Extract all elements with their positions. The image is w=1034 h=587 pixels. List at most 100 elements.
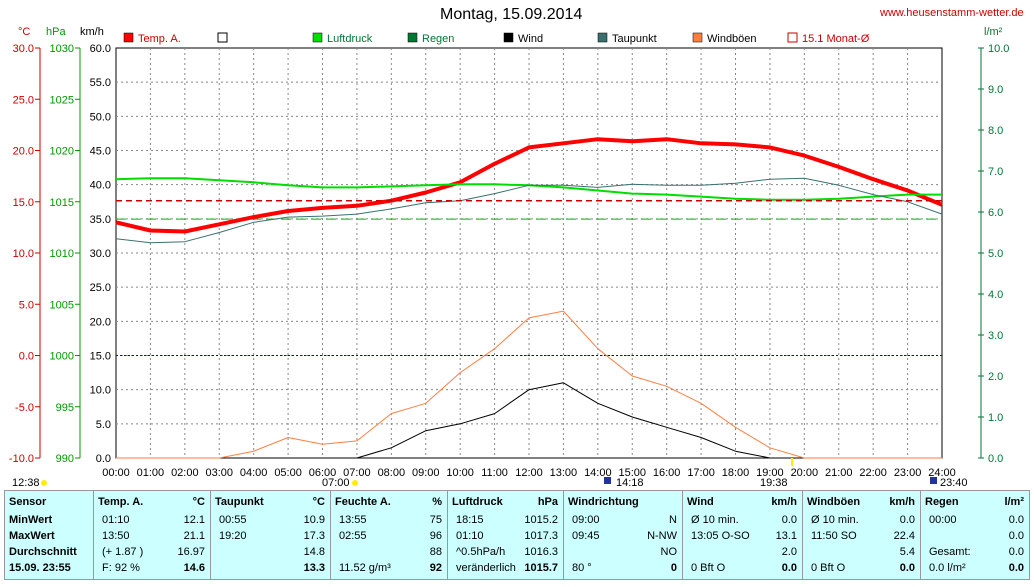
time-tick-label: 11:00 (481, 467, 508, 479)
hpa-tick-label: 1010 (50, 248, 74, 260)
table-cell: 01:10 12.1 (94, 513, 210, 527)
chart-series (115, 137, 943, 459)
cell-value: N (669, 514, 677, 526)
time-tick-label: 17:00 (687, 467, 715, 479)
table-cell: (+ 1.87 ) 16.97 (94, 545, 210, 559)
cell-label: 13:05 O-SO (691, 530, 750, 542)
table-column: Sensor MinWert MaxWert Durchschnitt 15.09. 2… (5, 491, 93, 579)
table-cell: 0 Bft O 0.0 (803, 561, 920, 575)
temp-tick-label: 15.0 (13, 197, 34, 209)
column-header-label: Wind (687, 496, 714, 508)
time-tick-label: 23:00 (894, 467, 922, 479)
rain-unit-label: l/m² (984, 26, 1003, 38)
rain-tick-label: 2.0 (988, 371, 1003, 383)
chart-title: Montag, 15.09.2014 (440, 6, 583, 23)
temp-tick-label: 0.0 (19, 351, 34, 363)
website-link[interactable]: www.heusenstamm-wetter.de (880, 7, 1024, 19)
kmh-tick-label: 20.0 (90, 316, 111, 328)
legend-label: Temp. A. (138, 33, 181, 45)
time-tick-label: 09:00 (412, 467, 440, 479)
table-cell: MinWert (5, 513, 93, 527)
rain-tick-label: 6.0 (988, 207, 1003, 219)
cell-value: 13.3 (303, 562, 325, 574)
rain-tick-label: 4.0 (988, 289, 1003, 301)
column-header: Sensor (5, 495, 93, 509)
temp-tick-label: 20.0 (13, 146, 34, 158)
time-tick-label: 08:00 (378, 467, 406, 479)
cell-label: 0 Bft O (811, 562, 846, 574)
column-header-label: Windböen (807, 496, 861, 508)
row-label: MaxWert (9, 530, 55, 542)
column-header: Feuchte A.% (331, 495, 447, 509)
cell-value: 12.1 (183, 514, 205, 526)
legend-label: 15.1 Monat-Ø (802, 33, 870, 45)
legend-swatch (123, 32, 134, 43)
hpa-tick-label: 995 (56, 402, 74, 414)
cell-value: 2.0 (781, 546, 797, 558)
cell-value: 5.4 (899, 546, 915, 558)
cell-label: 11.52 g/m³ (339, 562, 391, 574)
kmh-tick-label: 15.0 (90, 351, 111, 363)
cell-value: 0.0 (899, 514, 915, 526)
weather-chart: 30.0 25.0 20.0 15.0 10.0 5.0 0.0 -5.0 -10.0 1030 1… (9, 26, 1010, 489)
table-column: Windböen km/h Ø 10 min. 0.0 11:50 SO 22.4 5.4 0… (802, 491, 920, 579)
series-line (116, 310, 942, 459)
table-cell: Gesamt: 0.0 (921, 545, 1029, 559)
hpa-tick-label: 1015 (50, 197, 74, 209)
cell-value: 1016.3 (524, 546, 558, 558)
column-unit: km/h (771, 496, 797, 508)
table-cell: F: 92 % 14.6 (94, 561, 210, 575)
cell-label: 0.0 l/m² (929, 562, 966, 574)
table-cell: 14.8 (211, 545, 330, 559)
table-cell: 19:20 17.3 (211, 529, 330, 543)
cell-value: 0.0 (781, 562, 797, 574)
sunset-time: 19:38 (760, 477, 788, 489)
statistics-table: Sensor MinWert MaxWert Durchschnitt 15.09. 2… (4, 490, 1030, 580)
column-header-label: Sensor (9, 496, 47, 508)
temp-tick-label: -10.0 (9, 453, 34, 465)
rain-tick-label: 7.0 (988, 166, 1003, 178)
table-cell: 15.09. 23:55 (5, 561, 93, 575)
column-header-label: Regen (925, 496, 959, 508)
chart-axes: 30.0 25.0 20.0 15.0 10.0 5.0 0.0 -5.0 -10.0 1030 1… (9, 26, 1010, 489)
cell-value: 10.9 (303, 514, 325, 526)
time-tick-label: 16:00 (653, 467, 681, 479)
cell-value: 0.0 (899, 562, 915, 574)
kmh-tick-label: 40.0 (90, 180, 111, 192)
legend-label: Windböen (707, 33, 757, 45)
cell-label: 11:50 SO (811, 530, 857, 542)
column-unit: °C (192, 496, 205, 508)
cell-value: 0.0 (1008, 562, 1024, 574)
cell-value: 0.0 (1008, 546, 1024, 558)
time-tick-label: 22:00 (859, 467, 887, 479)
cell-label: Ø 10 min. (691, 514, 739, 526)
time-tick-label: 00:00 (102, 467, 130, 479)
rain-tick-label: 1.0 (988, 412, 1003, 424)
hpa-tick-label: 990 (56, 453, 74, 465)
moonrise-time: 12:38 (12, 477, 40, 489)
time-tick-label: 12:00 (515, 467, 543, 479)
table-cell: 09:45 N-NW (564, 529, 682, 543)
series-line (115, 137, 943, 234)
kmh-tick-label: 0.0 (96, 453, 111, 465)
table-cell: ^0.5hPa/h 1016.3 (448, 545, 563, 559)
table-cell: 02:55 96 (331, 529, 447, 543)
table-column: Taupunkt °C 00:55 10.9 19:20 17.3 14.8 13.3 (210, 491, 330, 579)
rain-tick-label: 3.0 (988, 330, 1003, 342)
kmh-tick-label: 35.0 (90, 214, 111, 226)
time-tick-label: 03:00 (205, 467, 233, 479)
sunrise-icon (352, 480, 358, 486)
column-header: Luftdruck hPa (448, 495, 563, 509)
time-tick-label: 02:00 (171, 467, 199, 479)
column-header: Windböen km/h (803, 495, 920, 509)
row-label: MinWert (9, 514, 53, 526)
kmh-tick-label: 10.0 (90, 385, 111, 397)
moonset-time: 23:40 (940, 477, 968, 489)
cell-label: (+ 1.87 ) (102, 546, 144, 558)
temp-unit-label: °C (18, 26, 30, 38)
legend-swatch (787, 32, 798, 43)
temp-tick-label: 5.0 (19, 299, 34, 311)
cell-value: 16.97 (177, 546, 205, 558)
cell-label: 13:55 (339, 514, 367, 526)
time-tick-label: 01:00 (137, 467, 165, 479)
